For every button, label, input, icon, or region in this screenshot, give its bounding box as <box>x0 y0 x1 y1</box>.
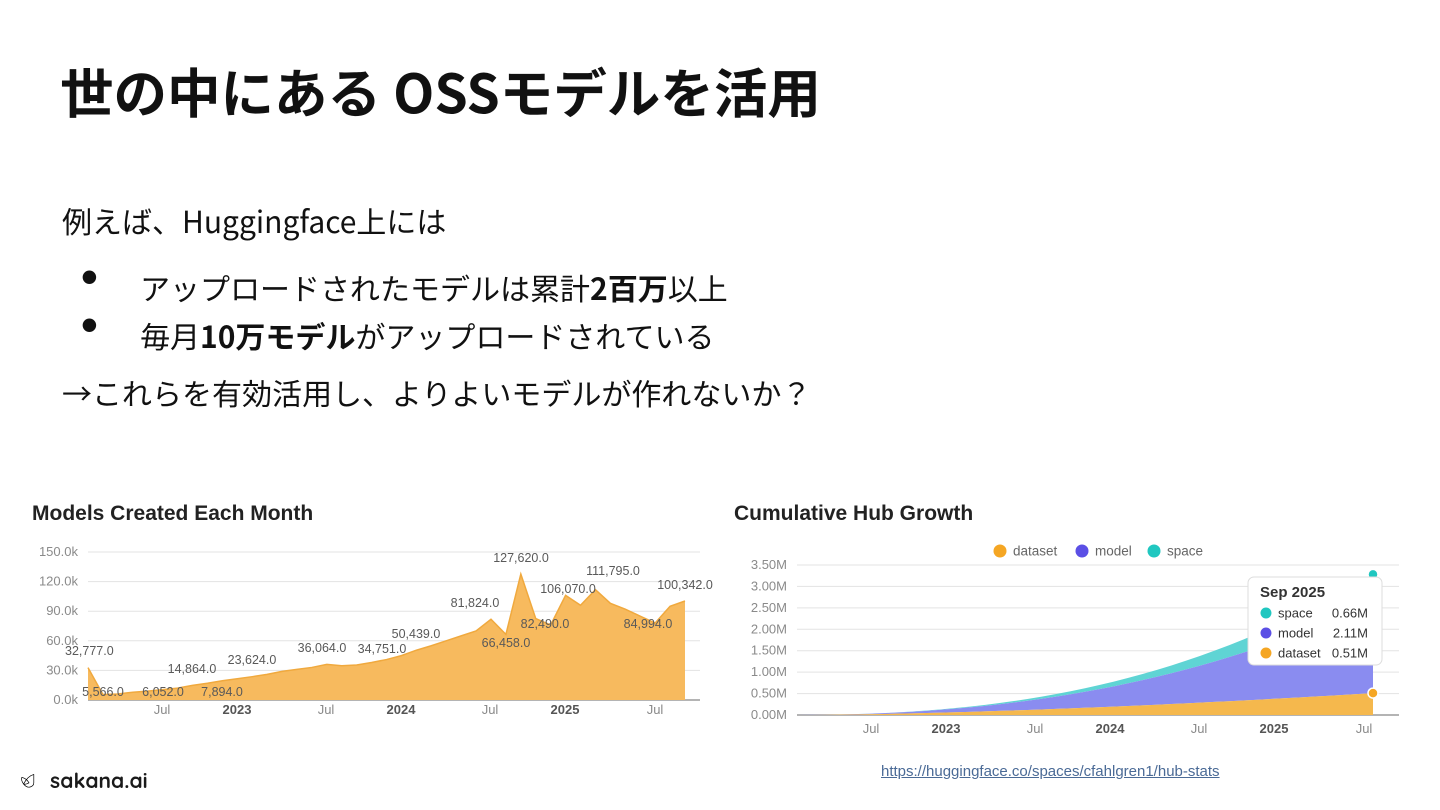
svg-text:0.0k: 0.0k <box>53 692 78 707</box>
svg-text:Jul: Jul <box>154 702 171 717</box>
svg-text:space: space <box>1167 544 1203 559</box>
svg-text:150.0k: 150.0k <box>39 544 79 559</box>
svg-text:120.0k: 120.0k <box>39 574 79 589</box>
svg-text:90.0k: 90.0k <box>46 603 78 618</box>
svg-text:32,777.0: 32,777.0 <box>65 644 114 658</box>
svg-text:106,070.0: 106,070.0 <box>540 582 596 596</box>
svg-text:100,342.0: 100,342.0 <box>657 578 713 592</box>
svg-text:14,864.0: 14,864.0 <box>168 662 217 676</box>
svg-text:6,052.0: 6,052.0 <box>142 685 184 699</box>
svg-text:Jul: Jul <box>1356 721 1373 736</box>
svg-text:2023: 2023 <box>932 721 961 736</box>
svg-text:84,994.0: 84,994.0 <box>624 617 673 631</box>
svg-text:Jul: Jul <box>863 721 880 736</box>
svg-text:82,490.0: 82,490.0 <box>521 617 570 631</box>
svg-text:23,624.0: 23,624.0 <box>228 653 277 667</box>
svg-text:dataset: dataset <box>1278 646 1321 661</box>
svg-text:66,458.0: 66,458.0 <box>482 636 531 650</box>
svg-text:Jul: Jul <box>1027 721 1044 736</box>
svg-text:0.51M: 0.51M <box>1332 646 1368 661</box>
svg-text:Jul: Jul <box>647 702 664 717</box>
svg-text:30.0k: 30.0k <box>46 662 78 677</box>
svg-text:36,064.0: 36,064.0 <box>298 641 347 655</box>
svg-text:Jul: Jul <box>482 702 499 717</box>
svg-text:127,620.0: 127,620.0 <box>493 551 549 565</box>
svg-text:Jul: Jul <box>318 702 335 717</box>
svg-text:3.00M: 3.00M <box>751 578 787 593</box>
svg-text:34,751.0: 34,751.0 <box>358 642 407 656</box>
svg-text:dataset: dataset <box>1013 544 1058 559</box>
svg-text:Jul: Jul <box>1191 721 1208 736</box>
svg-text:81,824.0: 81,824.0 <box>451 596 500 610</box>
svg-text:7,894.0: 7,894.0 <box>201 685 243 699</box>
svg-text:2025: 2025 <box>1260 721 1289 736</box>
svg-text:1.00M: 1.00M <box>751 664 787 679</box>
svg-text:2024: 2024 <box>1096 721 1126 736</box>
svg-text:0.50M: 0.50M <box>751 686 787 701</box>
svg-text:model: model <box>1278 626 1314 641</box>
svg-text:2023: 2023 <box>223 702 252 717</box>
svg-text:3.50M: 3.50M <box>751 557 787 572</box>
svg-text:Sep 2025: Sep 2025 <box>1260 584 1325 601</box>
svg-text:1.50M: 1.50M <box>751 643 787 658</box>
svg-text:model: model <box>1095 544 1132 559</box>
svg-text:2.00M: 2.00M <box>751 621 787 636</box>
svg-text:5,566.0: 5,566.0 <box>82 685 124 699</box>
svg-text:2.50M: 2.50M <box>751 600 787 615</box>
svg-text:0.00M: 0.00M <box>751 707 787 722</box>
svg-text:2024: 2024 <box>387 702 417 717</box>
svg-text:111,795.0: 111,795.0 <box>586 564 640 578</box>
svg-text:space: space <box>1278 606 1313 621</box>
svg-text:50,439.0: 50,439.0 <box>392 627 441 641</box>
svg-text:0.66M: 0.66M <box>1332 606 1368 621</box>
svg-text:2.11M: 2.11M <box>1333 626 1368 641</box>
svg-text:2025: 2025 <box>551 702 580 717</box>
